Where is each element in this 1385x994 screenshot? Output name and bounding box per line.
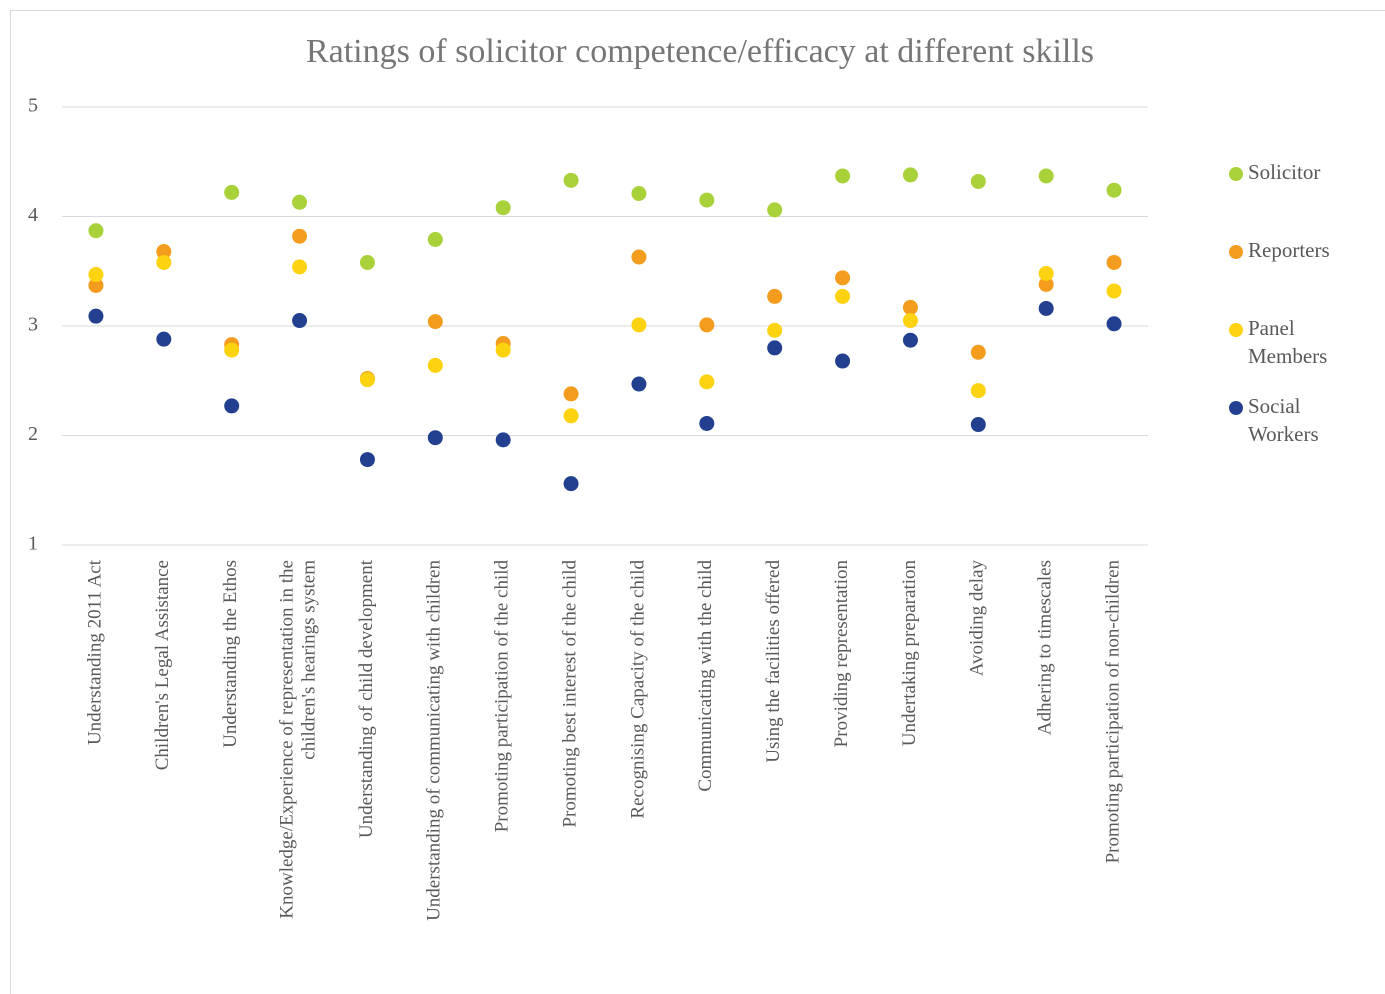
dot bbox=[224, 398, 240, 414]
dot bbox=[1038, 265, 1054, 281]
dot bbox=[359, 372, 375, 388]
dot bbox=[88, 267, 104, 283]
x-tick-label: Understanding the Ethos bbox=[220, 560, 241, 748]
y-tick-label: 4 bbox=[28, 204, 38, 226]
dot bbox=[1106, 254, 1122, 270]
dot bbox=[631, 249, 647, 265]
dot bbox=[156, 254, 172, 270]
dot bbox=[699, 317, 715, 333]
y-tick-label: 2 bbox=[28, 423, 38, 445]
dot bbox=[1106, 316, 1122, 332]
dot bbox=[427, 430, 443, 446]
y-tick-label: 1 bbox=[28, 533, 38, 555]
x-tick-label: Understanding of child development bbox=[356, 559, 377, 838]
dot bbox=[631, 317, 647, 333]
legend-label: Solicitor bbox=[1248, 160, 1320, 184]
legend-label: Panel Members bbox=[1248, 316, 1327, 368]
dot bbox=[767, 340, 783, 356]
legend-marker bbox=[1229, 323, 1243, 337]
dot bbox=[88, 277, 104, 293]
dot bbox=[902, 299, 918, 315]
chart-border bbox=[10, 10, 1385, 994]
x-tick-label: Avoiding delay bbox=[967, 560, 988, 677]
dot bbox=[292, 313, 308, 329]
x-tick-label: Promoting participation of non-children bbox=[1102, 560, 1123, 864]
dot bbox=[767, 202, 783, 218]
dot bbox=[292, 259, 308, 275]
dot bbox=[1106, 283, 1122, 299]
dot bbox=[902, 167, 918, 183]
dot bbox=[835, 288, 851, 304]
dot bbox=[835, 270, 851, 286]
legend-marker bbox=[1229, 167, 1243, 181]
chart-title: Ratings of solicitor competence/efficacy… bbox=[306, 33, 1094, 70]
x-tick-label: Using the facilities offered bbox=[763, 560, 784, 763]
dot bbox=[156, 331, 172, 347]
dot bbox=[359, 452, 375, 468]
dot bbox=[970, 344, 986, 360]
legend-marker bbox=[1229, 401, 1243, 415]
dot bbox=[292, 228, 308, 244]
x-tick-label: Knowledge/Experience of representation i… bbox=[277, 560, 320, 919]
dot bbox=[699, 415, 715, 431]
dot bbox=[427, 357, 443, 373]
dot bbox=[563, 408, 579, 424]
dot bbox=[1038, 276, 1054, 292]
dot bbox=[835, 353, 851, 369]
dot bbox=[563, 386, 579, 402]
dot bbox=[902, 332, 918, 348]
dot bbox=[495, 432, 511, 448]
dot bbox=[902, 313, 918, 329]
dot bbox=[427, 231, 443, 247]
dot bbox=[631, 376, 647, 392]
x-tick-label: Promoting participation of the child bbox=[492, 560, 513, 833]
x-tick-label: Undertaking preparation bbox=[899, 560, 920, 747]
dot bbox=[563, 172, 579, 188]
x-tick-label: Promoting best interest of the child bbox=[559, 560, 580, 828]
dot bbox=[970, 173, 986, 189]
dot bbox=[970, 417, 986, 433]
legend-label: Reporters bbox=[1248, 238, 1330, 262]
dot bbox=[970, 383, 986, 399]
legend-label: Social Workers bbox=[1248, 394, 1319, 446]
x-tick-label: Recognising Capacity of the child bbox=[627, 560, 648, 819]
dot bbox=[495, 200, 511, 216]
x-tick-label: Providing representation bbox=[831, 560, 852, 748]
dot bbox=[631, 186, 647, 202]
dot bbox=[699, 374, 715, 390]
legend-marker bbox=[1229, 245, 1243, 259]
dot bbox=[767, 322, 783, 338]
dot bbox=[1038, 300, 1054, 316]
dot bbox=[224, 342, 240, 358]
dot bbox=[495, 342, 511, 358]
dot bbox=[156, 244, 172, 260]
dot bbox=[427, 314, 443, 330]
x-tick-label: Communicating with the child bbox=[695, 560, 716, 792]
x-tick-label: Understanding 2011 Act bbox=[84, 559, 105, 745]
x-tick-label: Adhering to timescales bbox=[1035, 560, 1056, 735]
dot bbox=[563, 476, 579, 492]
y-tick-label: 3 bbox=[28, 314, 38, 336]
dot bbox=[88, 223, 104, 239]
x-tick-label: Children's Legal Assistance bbox=[152, 560, 173, 770]
dot bbox=[1106, 182, 1122, 198]
y-tick-label: 5 bbox=[28, 95, 38, 117]
dot bbox=[359, 254, 375, 270]
dot bbox=[292, 194, 308, 210]
dot bbox=[88, 308, 104, 324]
dot bbox=[1038, 168, 1054, 184]
dot bbox=[835, 168, 851, 184]
x-tick-label: Understanding of communicating with chil… bbox=[424, 560, 445, 921]
dot bbox=[224, 184, 240, 200]
dot bbox=[699, 192, 715, 208]
dot bbox=[767, 288, 783, 304]
